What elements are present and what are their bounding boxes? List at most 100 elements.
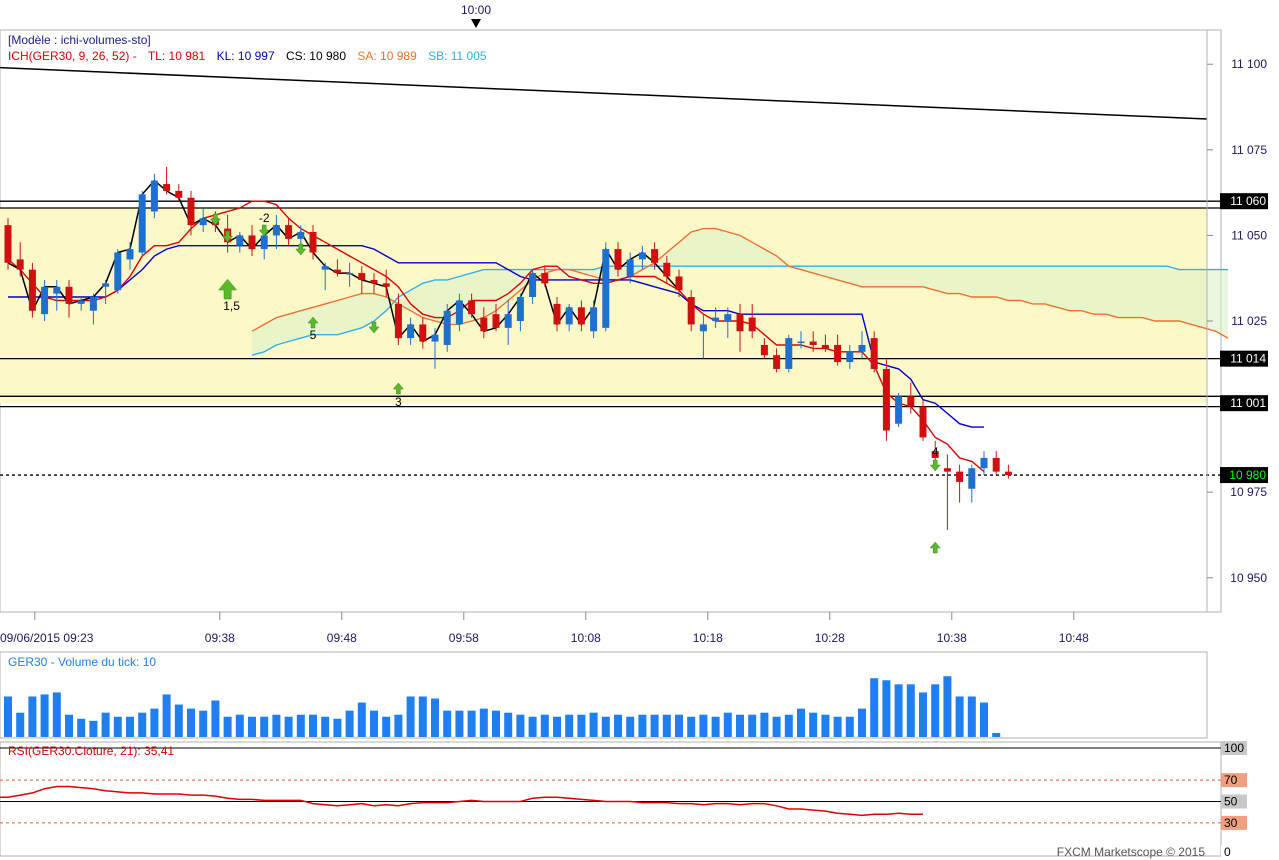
candle-body[interactable] — [834, 344, 842, 363]
candle-body[interactable] — [516, 297, 524, 321]
candle-body[interactable] — [480, 317, 488, 332]
candle-body[interactable] — [77, 300, 85, 304]
candle-body[interactable] — [41, 286, 49, 315]
candle-body[interactable] — [455, 300, 463, 325]
candle-body[interactable] — [89, 297, 97, 311]
candle-body[interactable] — [504, 314, 512, 328]
candle-body[interactable] — [4, 225, 12, 263]
candle-body[interactable] — [760, 344, 768, 356]
volume-bar — [650, 714, 659, 737]
sell-arrow-icon — [222, 230, 234, 243]
candle-body[interactable] — [126, 249, 134, 260]
candle-body[interactable] — [882, 368, 890, 431]
candle-body[interactable] — [53, 286, 61, 294]
candle-body[interactable] — [529, 273, 537, 298]
candle-body[interactable] — [370, 279, 378, 284]
candle-body[interactable] — [785, 338, 793, 369]
candles-layer[interactable] — [4, 166, 1012, 530]
candle-body[interactable] — [443, 310, 451, 345]
candle-body[interactable] — [102, 283, 110, 287]
rsi-line — [0, 785, 923, 817]
candle-body[interactable] — [419, 324, 427, 342]
candle-body[interactable] — [638, 252, 646, 260]
candle-body[interactable] — [736, 314, 744, 332]
candle-body[interactable] — [712, 317, 720, 321]
candle-body[interactable] — [699, 324, 707, 332]
candle-body[interactable] — [138, 194, 146, 253]
candle-body[interactable] — [321, 266, 329, 270]
candle-body[interactable] — [199, 218, 207, 226]
candle-body[interactable] — [968, 468, 976, 489]
candle-body[interactable] — [285, 225, 293, 239]
candle-body[interactable] — [163, 184, 171, 191]
candle-body[interactable] — [492, 314, 500, 328]
candle-body[interactable] — [797, 341, 805, 344]
candle-body[interactable] — [846, 351, 854, 363]
candle-body[interactable] — [870, 338, 878, 369]
candle-body[interactable] — [431, 334, 439, 342]
candle-body[interactable] — [895, 396, 903, 424]
volume-bar — [614, 714, 622, 737]
candle-body[interactable] — [297, 231, 305, 239]
candle-body[interactable] — [407, 324, 415, 339]
candle-body[interactable] — [577, 307, 585, 325]
time-marker-triangle-icon[interactable] — [471, 19, 481, 28]
candle-body[interactable] — [687, 297, 695, 325]
rsi-tick-label: 50 — [1224, 795, 1238, 809]
volume-bar — [809, 712, 818, 737]
candle-body[interactable] — [821, 344, 829, 349]
volume-bar — [723, 712, 732, 737]
candle-body[interactable] — [346, 273, 354, 275]
candle-body[interactable] — [651, 249, 659, 263]
rsi-plot-area[interactable] — [0, 741, 1222, 857]
candle-body[interactable] — [614, 249, 622, 270]
candle-body[interactable] — [541, 273, 549, 284]
candle-body[interactable] — [590, 307, 598, 332]
candle-body[interactable] — [260, 235, 268, 250]
candle-body[interactable] — [150, 180, 158, 212]
candle-body[interactable] — [724, 314, 732, 321]
rsi-panel[interactable]: 100 70 50 30 0 RSI(GER30.Cloture, 21): 35,41 — [0, 741, 1247, 859]
horizontal-levels-layer[interactable] — [0, 66, 1221, 476]
candle-body[interactable] — [663, 262, 671, 277]
volume-bars — [4, 676, 1001, 737]
candle-body[interactable] — [858, 344, 866, 352]
candle-body[interactable] — [565, 307, 573, 325]
candle-body[interactable] — [358, 273, 366, 280]
candle-body[interactable] — [626, 259, 634, 277]
candle-body[interactable] — [333, 269, 341, 274]
volume-panel[interactable]: GER30 - Volume du tick: 10 — [0, 651, 1208, 739]
trend-line[interactable] — [0, 66, 1208, 120]
candle-body[interactable] — [980, 457, 988, 469]
candle-body[interactable] — [956, 471, 964, 482]
candle-body[interactable] — [675, 276, 683, 291]
candle-body[interactable] — [248, 235, 256, 250]
candle-body[interactable] — [1004, 471, 1012, 476]
candle-body[interactable] — [602, 249, 610, 328]
candle-body[interactable] — [236, 235, 244, 246]
candle-body[interactable] — [748, 317, 756, 332]
volume-bar — [553, 716, 561, 737]
candle-body[interactable] — [65, 286, 73, 304]
candle-body[interactable] — [382, 283, 390, 287]
top-time-marker-label: 10:00 — [461, 3, 491, 17]
candle-body[interactable] — [553, 303, 561, 325]
candle-body[interactable] — [272, 225, 280, 236]
candle-body[interactable] — [992, 457, 1000, 472]
candle-body[interactable] — [773, 355, 781, 369]
candle-body[interactable] — [175, 190, 183, 198]
candle-body[interactable] — [931, 451, 939, 458]
candle-body[interactable] — [309, 231, 317, 253]
candle-body[interactable] — [187, 197, 195, 226]
candle-body[interactable] — [28, 269, 36, 311]
candle-body[interactable] — [907, 396, 915, 407]
candle-body[interactable] — [394, 303, 402, 339]
candle-body[interactable] — [943, 468, 951, 472]
y-tick-label: 11 075 — [1231, 143, 1267, 157]
candle-body[interactable] — [468, 300, 476, 315]
candle-body[interactable] — [809, 341, 817, 345]
candle-body[interactable] — [16, 259, 24, 270]
candle-body[interactable] — [919, 406, 927, 438]
candle-body[interactable] — [114, 252, 122, 291]
